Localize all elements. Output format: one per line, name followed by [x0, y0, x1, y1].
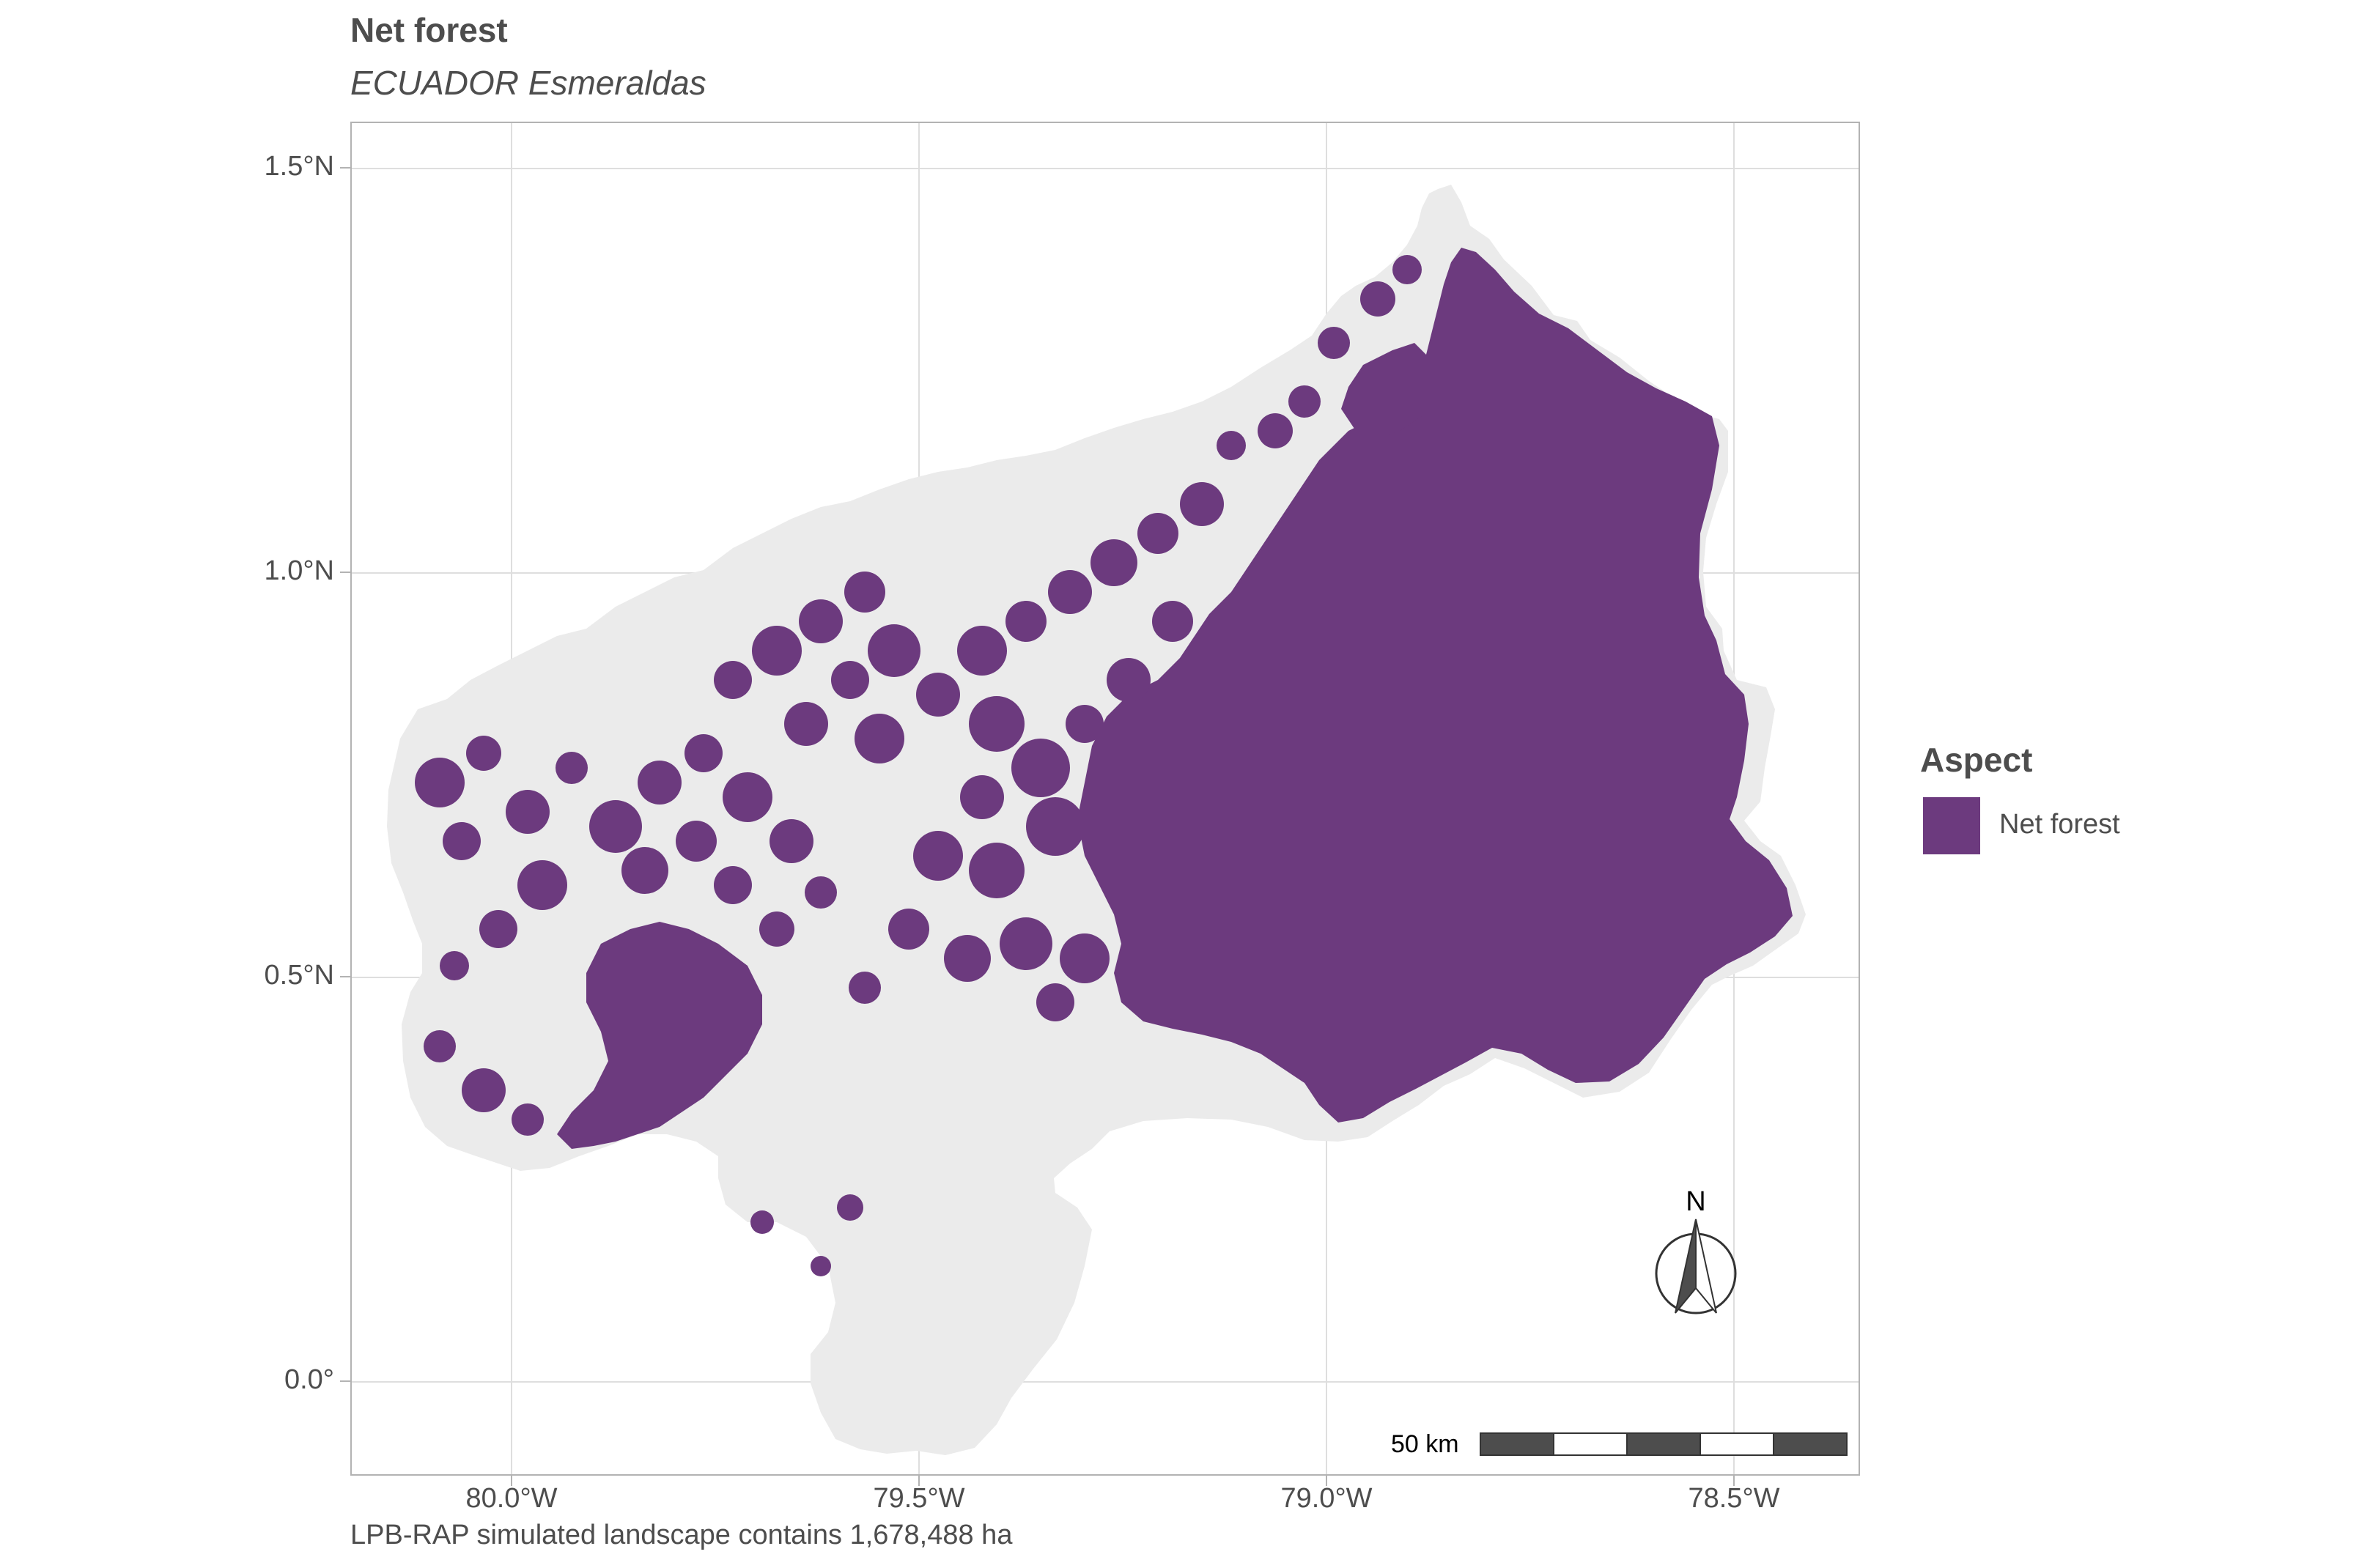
legend-title: Aspect	[1920, 741, 2033, 779]
north-arrow-right	[1695, 1218, 1717, 1314]
y-tick-0-0	[340, 1380, 350, 1382]
scale-segment-5	[1773, 1432, 1848, 1456]
scale-segment-2	[1553, 1432, 1628, 1456]
north-arrow: N	[1655, 1186, 1737, 1314]
scale-segment-1	[1480, 1432, 1554, 1456]
north-arrow-left	[1675, 1218, 1697, 1314]
forest-east-block	[1077, 248, 1793, 1123]
y-axis-label-1-0n: 1.0°N	[264, 555, 334, 586]
x-axis-label-80-0w: 80.0°W	[465, 1483, 558, 1514]
forest-north-patch	[1341, 343, 1436, 438]
x-axis-label-79-5w: 79.5°W	[873, 1483, 965, 1514]
y-axis-label-1-5n: 1.5°N	[264, 151, 334, 182]
y-axis-label-0-5n: 0.5°N	[264, 960, 334, 991]
map-title: Net forest	[350, 11, 508, 49]
x-tick-78-5w	[1733, 1476, 1735, 1486]
x-tick-80-0w	[511, 1476, 512, 1486]
x-axis-label-78-5w: 78.5°W	[1688, 1483, 1780, 1514]
scale-bar-label: 50 km	[1391, 1430, 1459, 1458]
y-tick-1-0n	[340, 572, 350, 573]
x-axis-label-79-0w: 79.0°W	[1280, 1483, 1373, 1514]
scale-segment-4	[1700, 1432, 1774, 1456]
x-tick-79-0w	[1326, 1476, 1327, 1486]
forest-fragments	[415, 255, 1422, 1276]
scale-bar	[1480, 1432, 1848, 1456]
map-subtitle: ECUADOR Esmeraldas	[350, 64, 706, 102]
legend-label-net-forest: Net forest	[1999, 809, 2120, 840]
map-panel: N	[350, 122, 1860, 1476]
scale-segment-3	[1626, 1432, 1701, 1456]
legend-swatch-net-forest	[1923, 797, 1980, 854]
net-forest-layer	[415, 248, 1793, 1276]
y-tick-1-5n	[340, 167, 350, 169]
map-caption: LPB-RAP simulated landscape contains 1,6…	[350, 1520, 1013, 1550]
forest-southwest-patch	[557, 922, 762, 1149]
map-canvas: N	[352, 123, 1859, 1474]
y-axis-label-0-0: 0.0°	[284, 1364, 334, 1395]
x-tick-79-5w	[918, 1476, 920, 1486]
y-tick-0-5n	[340, 976, 350, 977]
north-arrow-label: N	[1686, 1186, 1705, 1217]
